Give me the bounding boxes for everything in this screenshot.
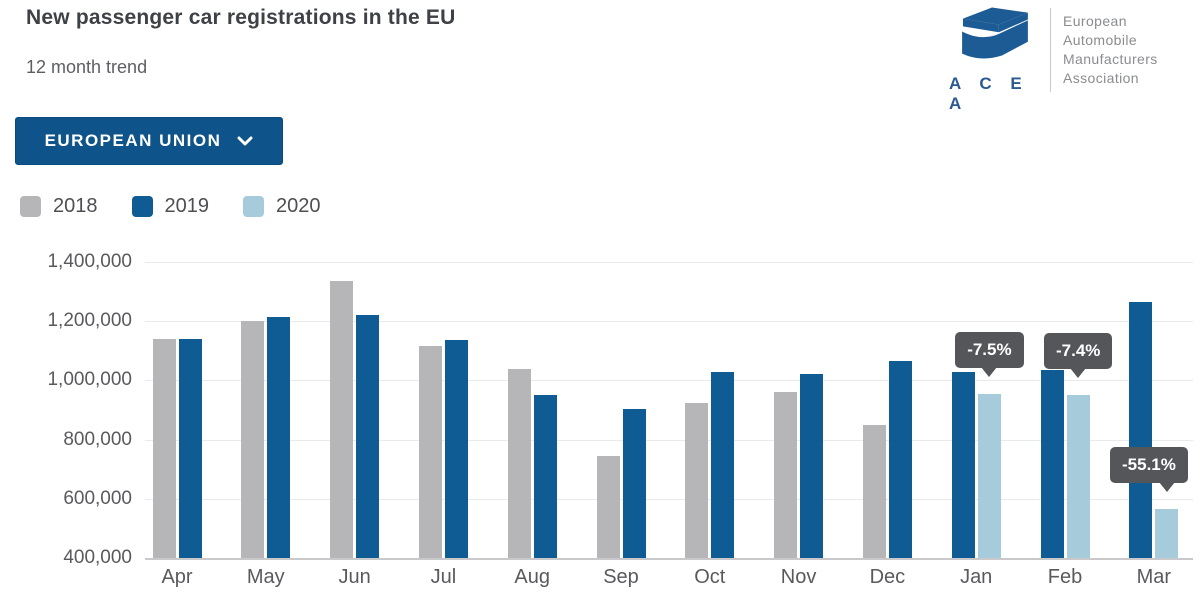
page-title: New passenger car registrations in the E… [26, 6, 456, 29]
gridline [145, 498, 1193, 500]
chevron-down-icon [237, 136, 253, 146]
legend-item-2019[interactable]: 2019 [131, 195, 210, 218]
legend-label-2019: 2019 [164, 195, 210, 217]
gridline [145, 321, 1193, 323]
change-tooltip-feb: -7.4% [1044, 333, 1113, 370]
legend-item-2018[interactable]: 2018 [20, 195, 98, 218]
legend-swatch-2020 [243, 196, 264, 217]
x-axis-label-aug: Aug [514, 566, 550, 588]
x-axis-label-apr: Apr [161, 566, 193, 588]
y-axis-tick-label: 1,200,000 [47, 310, 132, 332]
x-axis-label-jan: Jan [960, 566, 993, 588]
tooltip-pointer [981, 366, 998, 377]
bar-2018-apr[interactable] [152, 338, 176, 558]
bar-2018-aug[interactable] [507, 368, 531, 558]
acea-stacked-slabs-icon [951, 4, 1033, 69]
region-dropdown-label: EUROPEAN UNION [44, 131, 222, 150]
page-subtitle: 12 month trend [26, 57, 148, 77]
bar-2020-mar[interactable] [1155, 509, 1179, 558]
bar-2020-feb[interactable] [1066, 395, 1090, 558]
bar-2018-jun[interactable] [330, 281, 354, 558]
x-axis-label-sep: Sep [603, 566, 639, 588]
x-axis-label-may: May [246, 566, 285, 588]
acea-org-name: European Automobile Manufacturers Associ… [1063, 13, 1158, 86]
bar-2019-mar[interactable] [1129, 301, 1153, 558]
x-axis-label-jul: Jul [430, 566, 457, 588]
bar-2019-nov[interactable] [800, 374, 824, 558]
logo-divider [1050, 8, 1051, 92]
gridline [145, 439, 1193, 441]
bar-2019-dec[interactable] [888, 361, 912, 558]
legend-label-2018: 2018 [53, 195, 98, 217]
bar-2019-apr[interactable] [178, 338, 202, 558]
acea-logo-mark: A C E A [942, 4, 1042, 114]
bar-2019-aug[interactable] [533, 395, 557, 558]
bar-2019-oct[interactable] [711, 371, 735, 558]
bar-2018-may[interactable] [241, 321, 265, 558]
chart-legend: 2018 2019 2020 [20, 195, 321, 218]
x-axis-label-nov: Nov [780, 566, 817, 588]
legend-swatch-2019 [131, 196, 153, 217]
bar-2019-may[interactable] [267, 316, 291, 558]
legend-label-2020: 2020 [276, 195, 321, 217]
bar-2019-jun[interactable] [356, 315, 380, 558]
tooltip-pointer [1158, 482, 1175, 493]
bar-2020-jan[interactable] [977, 393, 1001, 558]
change-tooltip-mar: -55.1% [1110, 447, 1188, 484]
y-axis-tick-label: 400,000 [63, 547, 132, 568]
bar-2018-nov[interactable] [774, 392, 798, 558]
gridline [145, 262, 1193, 263]
legend-item-2020[interactable]: 2020 [243, 195, 321, 218]
x-axis-label-jun: Jun [338, 566, 371, 588]
tooltip-pointer [1070, 368, 1086, 379]
y-axis-tick-label: 1,000,000 [47, 369, 132, 391]
bar-2018-sep[interactable] [596, 455, 620, 558]
gridline [145, 558, 1193, 560]
bar-2019-sep[interactable] [622, 408, 646, 558]
bar-2019-feb[interactable] [1040, 370, 1064, 558]
bar-2018-dec[interactable] [862, 424, 886, 558]
gridline [145, 380, 1193, 382]
region-dropdown-button[interactable]: EUROPEAN UNION [15, 117, 283, 165]
acea-logo: A C E A European Automobile Manufacturer… [942, 4, 1158, 114]
bar-2019-jul[interactable] [444, 340, 468, 558]
bar-2019-jan[interactable] [951, 371, 975, 558]
y-axis-tick-label: 800,000 [63, 428, 132, 450]
change-tooltip-jan: -7.5% [955, 331, 1024, 368]
bar-2018-jul[interactable] [418, 346, 442, 558]
bar-2018-oct[interactable] [685, 402, 709, 558]
legend-swatch-2018 [20, 196, 41, 217]
acea-acronym: A C E A [949, 74, 1029, 113]
x-axis-label-mar: Mar [1136, 566, 1172, 588]
x-axis-label-dec: Dec [869, 566, 906, 588]
x-axis-label-oct: Oct [694, 566, 726, 588]
x-axis-label-feb: Feb [1047, 566, 1083, 588]
y-axis-tick-label: 1,400,000 [47, 251, 132, 272]
y-axis-tick-label: 600,000 [63, 487, 132, 509]
